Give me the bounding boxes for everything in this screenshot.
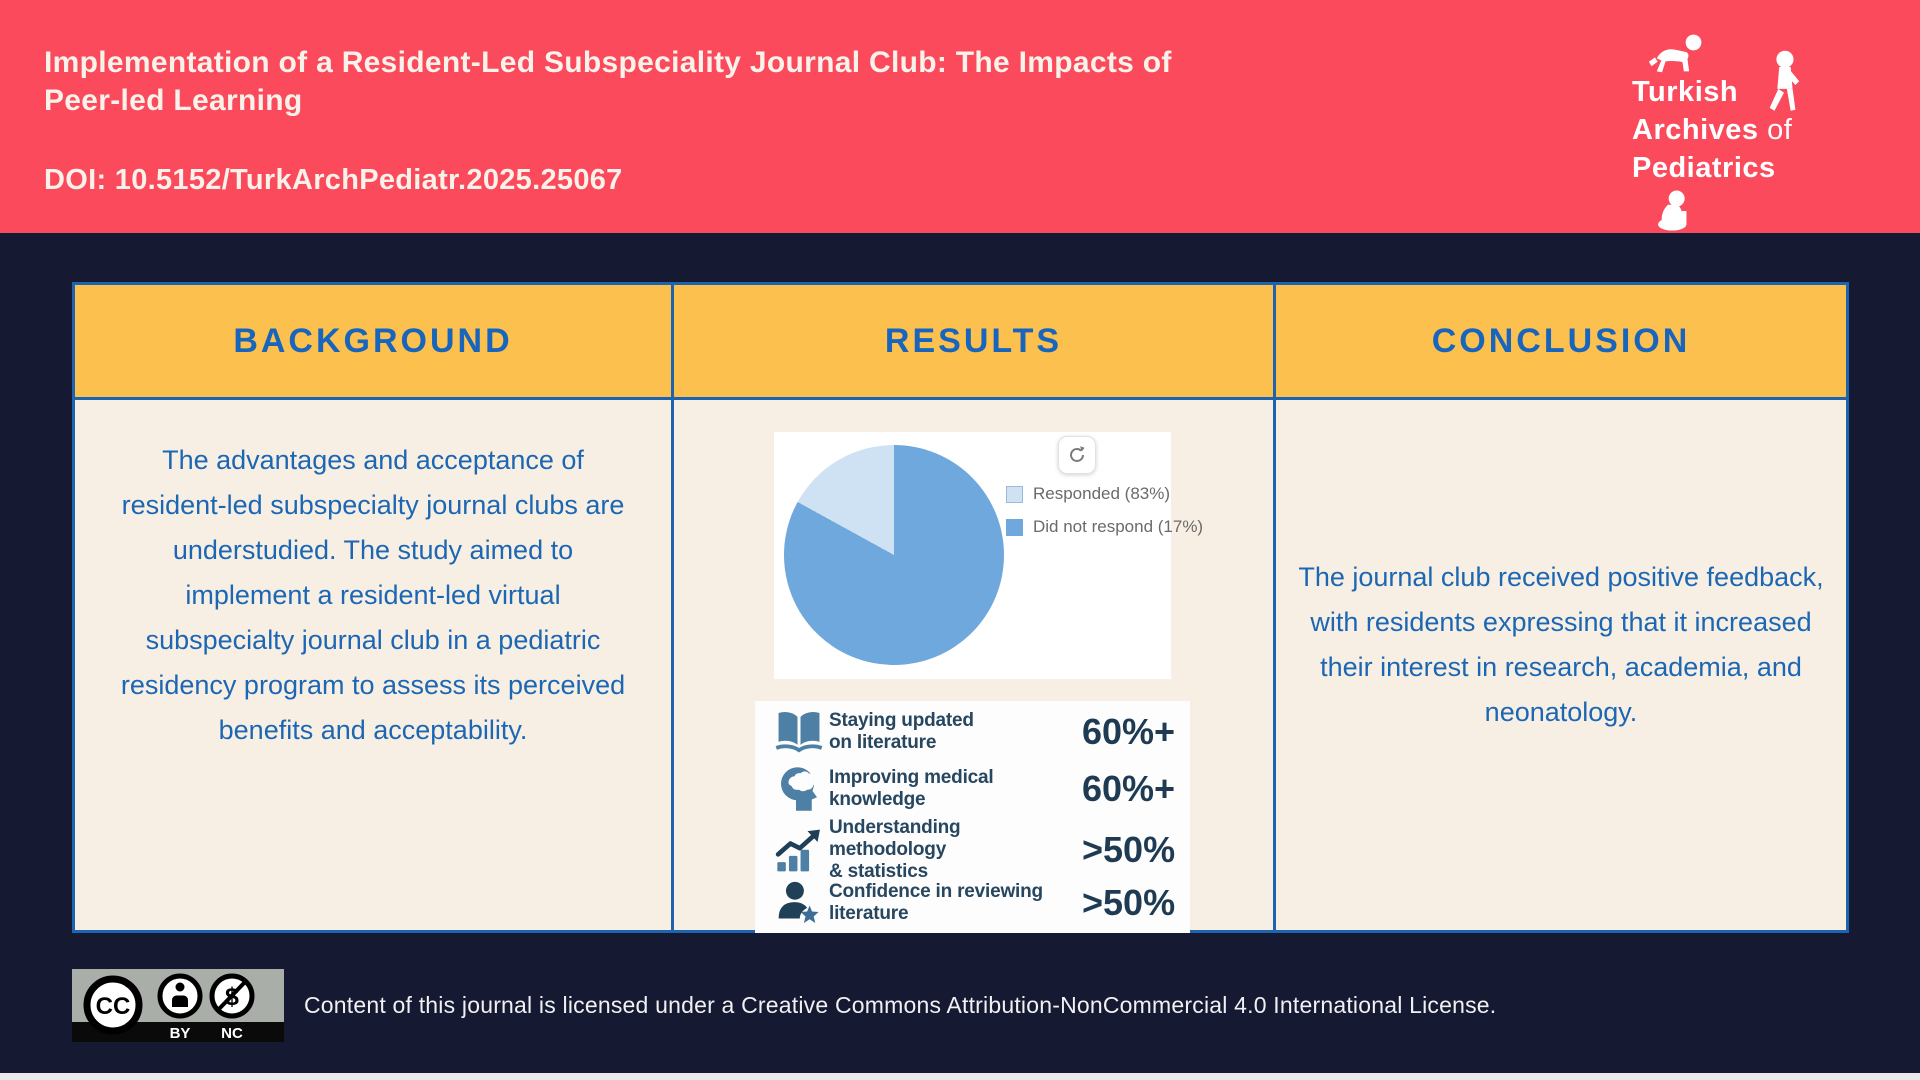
sitting-child-icon (1658, 190, 1687, 231)
nc-label: NC (221, 1025, 243, 1042)
conclusion-text: The journal club received positive feedb… (1298, 562, 1824, 727)
results-cell: Responded (83%) Did not respond (17%) (674, 400, 1276, 933)
response-pie-chart (784, 445, 1004, 665)
infographic-value: 60%+ (1082, 767, 1176, 809)
head-brain-icon (769, 763, 829, 815)
background-cell: The advantages and acceptance of residen… (75, 400, 674, 930)
conclusion-cell: The journal club received positive feedb… (1276, 400, 1846, 930)
infographic-label: Improving medical knowledge (829, 766, 994, 810)
column-header-conclusion: CONCLUSION (1276, 285, 1846, 400)
logo-word-archives-of: Archives of (1632, 114, 1793, 146)
growth-chart-icon (769, 828, 829, 873)
pie-legend: Responded (83%) Did not respond (17%) (1006, 484, 1203, 550)
legend-item-did-not-respond: Did not respond (17%) (1006, 517, 1203, 537)
logo-word-pediatrics: Pediatrics (1632, 152, 1776, 184)
infographic-row-knowledge: Improving medical knowledge 60%+ (755, 760, 1190, 817)
background-text: The advantages and acceptance of residen… (120, 444, 626, 745)
bottom-edge-strip (0, 1073, 1920, 1080)
legend-label-responded: Responded (83%) (1033, 484, 1171, 503)
walking-child-icon (1769, 50, 1800, 111)
cc-circle-icon (83, 975, 143, 1035)
crawling-baby-icon (1648, 34, 1702, 73)
legend-swatch-did-not-respond (1006, 518, 1023, 536)
infographic-label: Understanding methodology & statistics (829, 817, 961, 882)
cc-letters: CC (96, 993, 131, 1020)
infographic-value: >50% (1082, 829, 1176, 870)
benefits-infographic-card: Staying updated on literature 60%+ (755, 701, 1190, 933)
infographic-label: Staying updated on literature (829, 709, 974, 753)
column-header-background: BACKGROUND (75, 285, 674, 400)
response-pie-chart-card: Responded (83%) Did not respond (17%) (774, 432, 1203, 679)
legend-label-did-not-respond: Did not respond (17%) (1033, 517, 1204, 536)
logo-word-turkish: Turkish (1632, 76, 1739, 108)
infographic-value: >50% (1082, 881, 1176, 923)
article-doi: DOI: 10.5152/TurkArchPediatr.2025.25067 (44, 164, 623, 196)
person-star-icon (769, 881, 829, 925)
infographic-label: Confidence in reviewing literature (829, 880, 1043, 924)
license-text: Content of this journal is licensed unde… (304, 992, 1497, 1018)
by-label: BY (170, 1025, 191, 1042)
legend-item-responded: Responded (83%) (1006, 484, 1203, 504)
refresh-icon (1070, 446, 1085, 462)
legend-swatch-responded (1006, 485, 1023, 503)
article-title: Implementation of a Resident-Led Subspec… (44, 46, 1172, 117)
infographic-row-methodology: Understanding methodology & statistics >… (755, 817, 1190, 882)
open-book-icon (769, 710, 829, 754)
person-icon (172, 995, 188, 1007)
refresh-button[interactable] (1058, 436, 1096, 474)
infographic-row-literature: Staying updated on literature 60%+ (755, 703, 1190, 760)
abstract-table: BACKGROUND RESULTS CONCLUSION The advant… (72, 282, 1849, 933)
cc-by-nc-badge: CC $ BY NC (72, 969, 284, 1042)
infographic-row-confidence: Confidence in reviewing literature >50% (755, 874, 1190, 931)
infographic-value: 60%+ (1082, 710, 1176, 752)
journal-banner: Implementation of a Resident-Led Subspec… (0, 0, 1920, 233)
column-header-results: RESULTS (674, 285, 1276, 400)
journal-logo: Turkish Archives of Pediatrics (1632, 28, 1882, 233)
